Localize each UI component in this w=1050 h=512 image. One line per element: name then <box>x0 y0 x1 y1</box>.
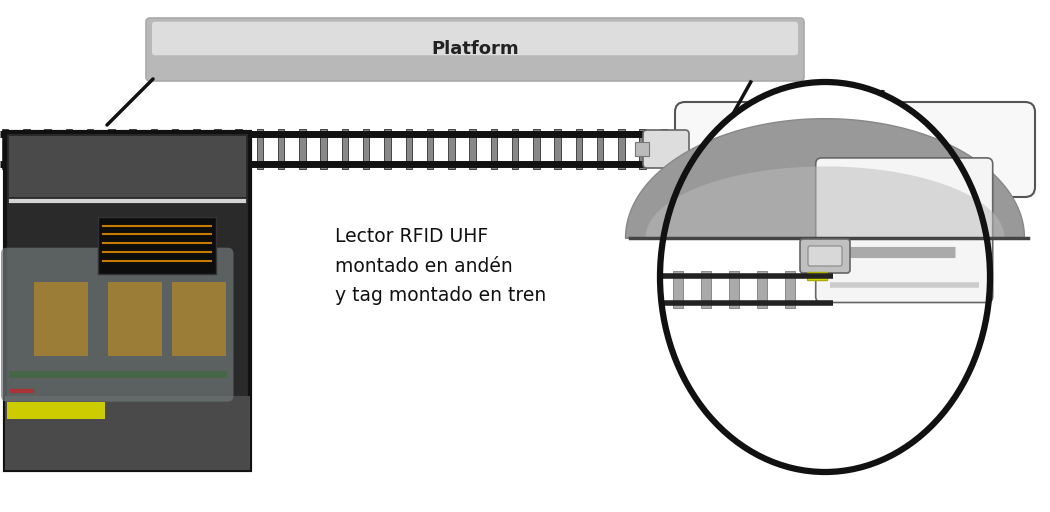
Bar <box>710 178 738 190</box>
Bar <box>785 271 795 308</box>
Bar <box>701 271 711 308</box>
FancyBboxPatch shape <box>816 158 992 303</box>
Bar <box>554 129 561 169</box>
Bar <box>9 136 246 197</box>
Bar <box>5 396 250 470</box>
Bar <box>341 129 349 169</box>
FancyBboxPatch shape <box>146 18 804 81</box>
Bar <box>299 129 306 169</box>
Bar <box>729 271 739 308</box>
Bar <box>7 402 105 419</box>
FancyBboxPatch shape <box>643 130 689 168</box>
Bar <box>214 129 220 169</box>
Polygon shape <box>646 166 1005 238</box>
Bar <box>87 129 93 169</box>
Bar <box>575 129 582 169</box>
Bar <box>426 129 434 169</box>
Text: Lector RFID UHF
montado en andén
y tag montado en tren: Lector RFID UHF montado en andén y tag m… <box>335 227 546 305</box>
Bar <box>278 129 285 169</box>
FancyBboxPatch shape <box>1 248 233 401</box>
Bar <box>108 129 114 169</box>
Bar <box>257 129 264 169</box>
Bar <box>660 129 667 169</box>
Bar <box>129 129 135 169</box>
Bar <box>98 217 215 274</box>
Bar <box>65 129 72 169</box>
FancyBboxPatch shape <box>152 22 798 55</box>
Bar <box>193 129 200 169</box>
FancyBboxPatch shape <box>675 102 1035 197</box>
Bar <box>5 132 250 470</box>
Bar <box>511 129 519 169</box>
Bar <box>448 129 455 169</box>
Bar <box>363 129 370 169</box>
Bar <box>235 129 242 169</box>
Bar <box>618 129 625 169</box>
Bar <box>639 129 646 169</box>
Bar <box>171 282 226 356</box>
Bar <box>44 129 50 169</box>
Bar <box>596 129 604 169</box>
Bar <box>23 129 29 169</box>
Bar <box>673 271 684 308</box>
Text: Platform: Platform <box>432 40 519 58</box>
FancyBboxPatch shape <box>800 239 851 273</box>
Polygon shape <box>626 119 1025 238</box>
Bar <box>172 129 179 169</box>
Bar <box>405 129 412 169</box>
Bar <box>35 282 88 356</box>
Bar <box>108 282 162 356</box>
Bar <box>150 129 157 169</box>
Bar <box>2 129 8 169</box>
Ellipse shape <box>660 82 990 472</box>
Bar <box>807 272 827 280</box>
Bar <box>757 271 768 308</box>
Bar <box>681 129 688 169</box>
Bar <box>533 129 540 169</box>
Bar <box>635 142 649 156</box>
Bar <box>320 129 327 169</box>
Bar <box>915 178 943 190</box>
Bar <box>469 129 476 169</box>
Bar <box>384 129 391 169</box>
Bar <box>490 129 497 169</box>
Bar <box>775 178 803 190</box>
FancyBboxPatch shape <box>808 246 842 266</box>
Bar <box>855 178 883 190</box>
